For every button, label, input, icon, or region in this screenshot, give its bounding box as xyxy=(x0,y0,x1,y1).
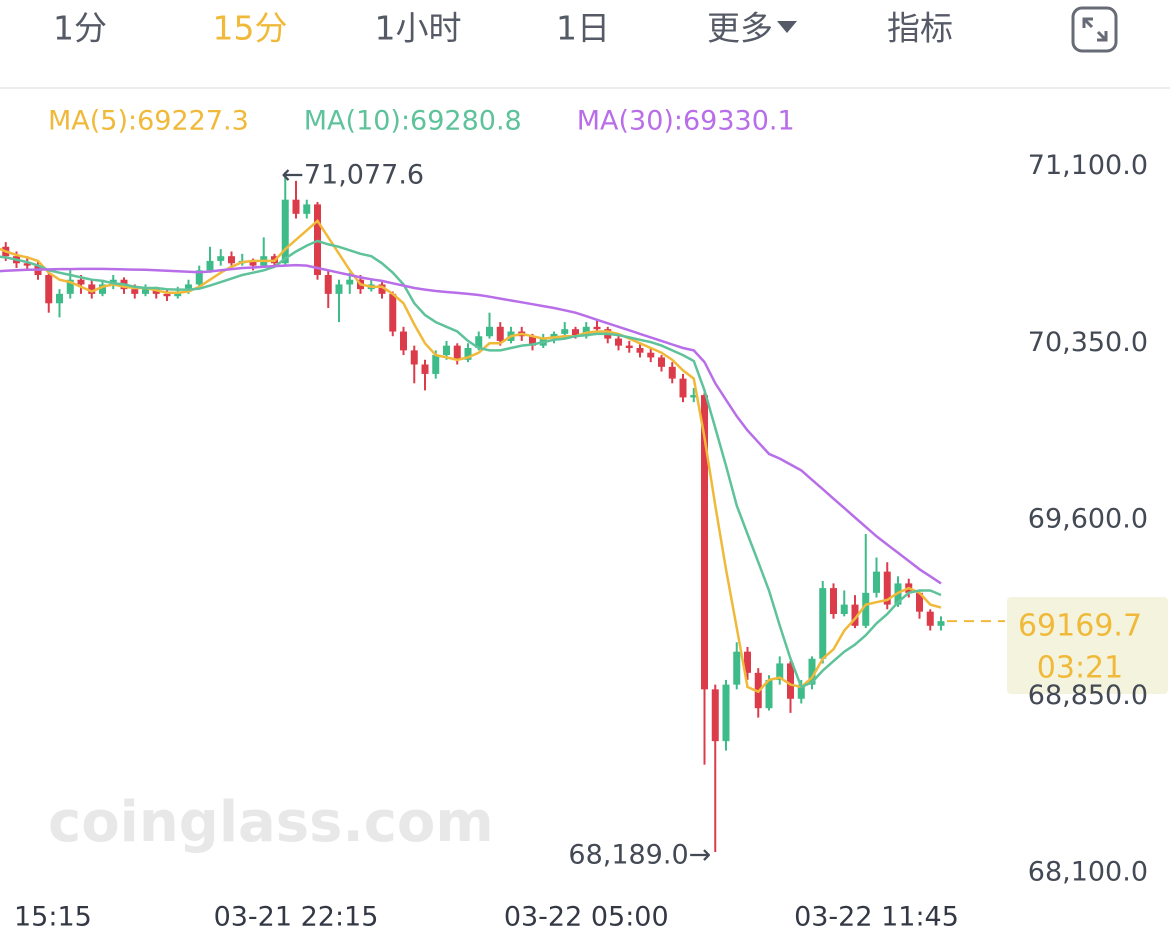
candle-body xyxy=(625,345,633,349)
candle-body xyxy=(733,651,741,685)
candle-body xyxy=(615,338,622,346)
candle-body xyxy=(679,378,687,398)
tab[interactable]: 1小时 xyxy=(375,9,462,48)
y-tick-label: 68,100.0 xyxy=(1028,856,1148,887)
last-price: 69169.7 xyxy=(1018,609,1142,644)
candle-body xyxy=(776,663,784,680)
candle-body xyxy=(851,604,859,626)
candle-body xyxy=(819,588,827,659)
legend-entry: MA(30):69330.1 xyxy=(577,106,795,137)
candle-body xyxy=(421,364,429,374)
candle-body xyxy=(410,350,418,365)
candle-body xyxy=(185,284,192,292)
high-annotation: ←71,077.6 xyxy=(281,160,424,191)
tab[interactable]: 1日 xyxy=(556,9,610,48)
dropdown-triangle[interactable] xyxy=(777,21,797,33)
candle-body xyxy=(658,357,665,367)
candle-body xyxy=(324,275,332,294)
candle-body xyxy=(496,326,504,341)
candle-body xyxy=(249,260,257,266)
candle-body xyxy=(195,270,203,285)
candle-body xyxy=(593,326,601,330)
ma-line xyxy=(0,263,942,585)
candle-body xyxy=(808,658,816,685)
candle-body xyxy=(303,204,311,214)
tab[interactable]: 更多 xyxy=(707,9,773,48)
candle-body xyxy=(830,588,837,615)
candle-body xyxy=(378,284,386,294)
candle-body xyxy=(765,679,773,709)
candle-body xyxy=(335,284,343,294)
candle-body xyxy=(668,366,676,379)
legend-entry: MA(5):69227.3 xyxy=(48,106,249,137)
y-tick-label: 71,100.0 xyxy=(1028,150,1148,181)
candle-body xyxy=(292,199,300,214)
y-tick-label: 70,350.0 xyxy=(1028,327,1148,358)
candle-body xyxy=(464,348,472,360)
candle-body xyxy=(432,355,440,374)
x-tick-label: 03-21 22:15 xyxy=(214,902,379,933)
candle-body xyxy=(862,592,870,626)
candle-body xyxy=(400,331,407,351)
candle-body xyxy=(722,684,730,742)
expand-icon[interactable] xyxy=(1071,6,1118,53)
candle-body xyxy=(647,352,655,358)
y-tick-label: 68,850.0 xyxy=(1028,680,1148,711)
candle-body xyxy=(529,336,536,346)
candle-body xyxy=(744,651,751,673)
y-tick-label: 69,600.0 xyxy=(1028,503,1148,534)
x-tick-label: 03-22 11:45 xyxy=(794,902,959,933)
candle-body xyxy=(131,289,139,294)
candle-body xyxy=(163,293,171,297)
expand-arrows[interactable] xyxy=(1082,17,1108,42)
candle-body xyxy=(561,329,569,334)
countdown: 03:21 xyxy=(1037,651,1123,686)
plot xyxy=(0,172,945,853)
candle-body xyxy=(77,279,85,285)
x-tick-label: 03-22 05:00 xyxy=(504,902,669,933)
candle-body xyxy=(873,571,880,593)
watermark: coinglass.com xyxy=(48,790,494,855)
candle-body xyxy=(926,611,934,626)
candle-body xyxy=(443,345,450,356)
candle-body xyxy=(937,621,945,626)
legend-entry: MA(10):69280.8 xyxy=(304,106,522,137)
ma-line xyxy=(0,239,942,689)
low-annotation: 68,189.0→ xyxy=(568,840,711,871)
tab[interactable]: 15分 xyxy=(213,9,288,48)
candle-body xyxy=(486,326,493,337)
candle-body xyxy=(883,571,891,605)
candle-body xyxy=(711,689,719,742)
candle-body xyxy=(916,592,923,612)
tab[interactable]: 指标 xyxy=(887,9,953,48)
candle-body xyxy=(23,263,31,266)
candle-body xyxy=(66,279,74,294)
candle-body xyxy=(389,293,397,332)
candle-body xyxy=(636,348,644,353)
candle-body xyxy=(56,293,63,304)
ma-line xyxy=(0,219,942,694)
candle-body xyxy=(142,289,149,294)
candle-body xyxy=(206,260,214,271)
candle-body xyxy=(797,684,805,699)
candle-body xyxy=(690,395,698,398)
candle-body xyxy=(281,199,289,264)
candle-body xyxy=(475,336,483,349)
candle-body xyxy=(99,284,106,294)
candle-body xyxy=(787,663,794,699)
candle-body xyxy=(346,279,354,285)
candle-body xyxy=(572,329,579,337)
expand-frame[interactable] xyxy=(1071,6,1118,53)
candle-body xyxy=(88,284,96,294)
candle-body xyxy=(701,395,708,690)
tab[interactable]: 1分 xyxy=(53,9,107,48)
candle-body xyxy=(840,604,848,615)
candle-body xyxy=(228,256,235,264)
candle-body xyxy=(453,345,461,360)
x-tick-label: 15:15 xyxy=(14,902,92,933)
price-box xyxy=(1007,597,1168,694)
candle-body xyxy=(45,275,53,304)
candle-body xyxy=(217,256,225,261)
